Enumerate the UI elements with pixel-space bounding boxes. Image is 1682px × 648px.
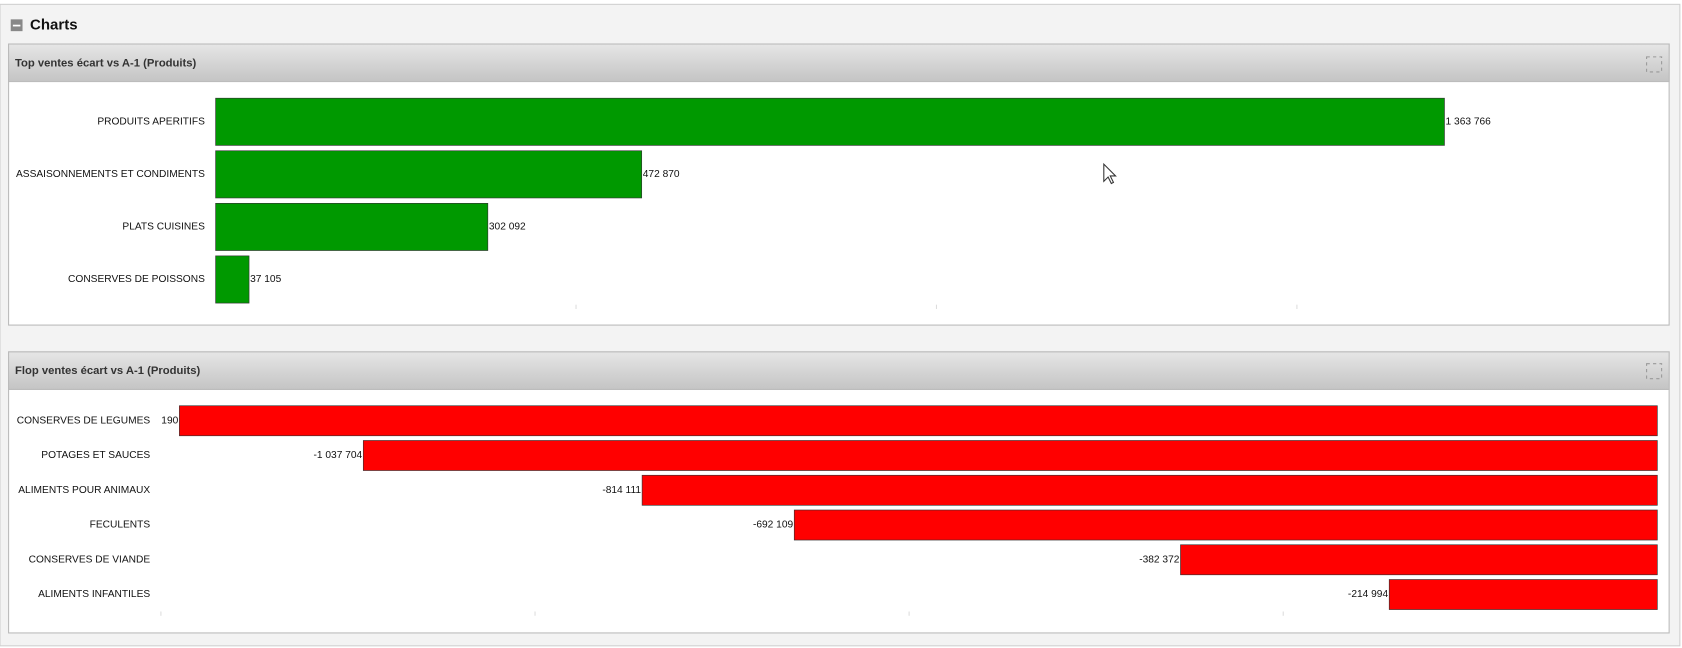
category-label: ALIMENTS INFANTILES: [38, 589, 150, 600]
value-label: 1 363 766: [1446, 116, 1492, 127]
bar: [1388, 579, 1658, 610]
category-label: CONSERVES DE POISSONS: [68, 274, 205, 285]
panel-header: [8, 351, 1670, 390]
category-label: POTAGES ET SAUCES: [41, 450, 150, 461]
value-label: 190: [161, 415, 178, 426]
value-label: 37 105: [250, 274, 281, 285]
value-label: -814 111: [602, 485, 641, 496]
category-label: FECULENTS: [90, 520, 151, 531]
category-label: CONSERVES DE LEGUMES: [17, 415, 151, 426]
value-label: -1 037 704: [314, 450, 363, 461]
bar: [215, 202, 489, 251]
category-label: CONSERVES DE VIANDE: [29, 554, 151, 565]
panel-title: Flop ventes écart vs A-1 (Produits): [15, 365, 201, 377]
panel-title: Top ventes écart vs A-1 (Produits): [15, 57, 197, 69]
expand-icon[interactable]: [1646, 363, 1663, 380]
bar: [1180, 544, 1658, 576]
bar: [362, 440, 1658, 471]
value-label: 472 870: [643, 169, 680, 180]
bar: [641, 474, 1658, 506]
chart: 190 -1 037 704 -814 111 -692 109 -382 372 -21…: [17, 405, 1658, 616]
bar: [215, 150, 643, 199]
category-label: PLATS CUISINES: [122, 222, 205, 233]
value-labels: 190 -1 037 704 -814 111 -692 109 -382 372 -21…: [161, 415, 1388, 600]
expand-icon[interactable]: [1646, 56, 1663, 73]
value-label: -214 994: [1348, 589, 1389, 600]
value-label: -382 372: [1139, 554, 1180, 565]
category-label: PRODUITS APERITIFS: [97, 116, 205, 127]
mouse-cursor: [1103, 162, 1117, 185]
section-title: Charts: [30, 17, 78, 34]
category-label: ALIMENTS POUR ANIMAUX: [18, 485, 150, 496]
category-label: ASSAISONNEMENTS ET CONDIMENTS: [16, 169, 205, 180]
collapse-minus: [12, 24, 21, 27]
bar: [793, 509, 1658, 541]
bar: [215, 97, 1445, 146]
bar: [215, 255, 250, 304]
value-label: -692 109: [753, 520, 794, 531]
value-labels: 1 363 766 472 870 302 092 37 105: [250, 116, 1491, 285]
chart: 1 363 766 472 870 302 092 37 105 PRODUITS AP…: [16, 97, 1491, 309]
panel-header: [8, 43, 1670, 83]
bar: [179, 405, 1658, 437]
value-label: 302 092: [489, 222, 526, 233]
